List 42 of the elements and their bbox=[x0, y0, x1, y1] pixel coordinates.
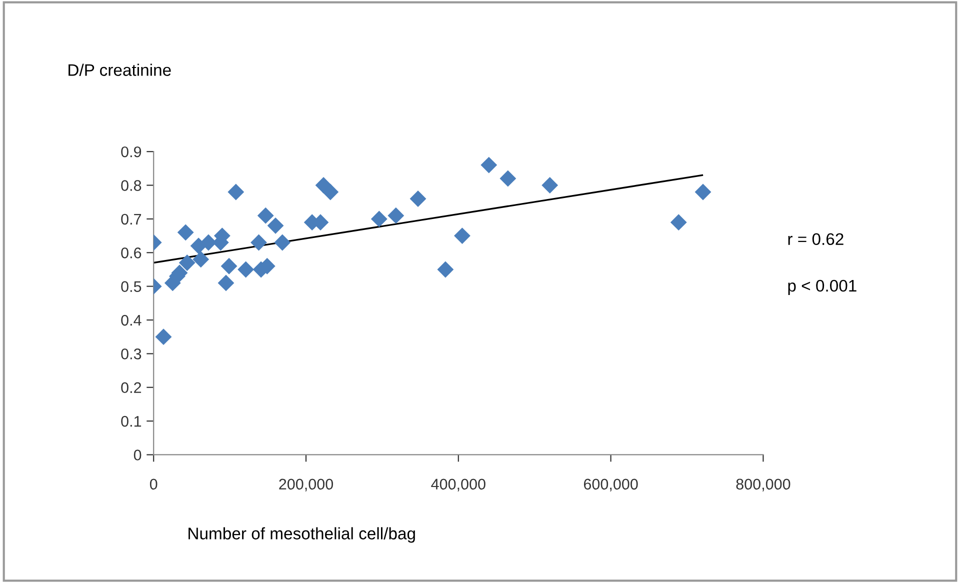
y-tick-label: 0.2 bbox=[121, 382, 142, 394]
y-axis-title: D/P creatinine bbox=[68, 64, 171, 76]
y-tick-label: 0 bbox=[134, 450, 142, 460]
x-tick-label: 400,000 bbox=[431, 478, 486, 492]
text: p < 0.001 bbox=[788, 280, 856, 295]
point bbox=[218, 274, 234, 292]
x-tick-label: 600,000 bbox=[584, 478, 638, 492]
point bbox=[220, 258, 238, 274]
point bbox=[480, 156, 498, 174]
y-tick-label: 0.6 bbox=[121, 248, 142, 258]
point bbox=[410, 190, 426, 207]
point bbox=[670, 214, 687, 231]
point bbox=[694, 184, 712, 200]
y-tick-label: 0.7 bbox=[121, 214, 142, 225]
point bbox=[454, 228, 470, 244]
x-axis-title: Number of mesothelial cell/bag bbox=[188, 527, 415, 543]
y-tick-label: 0.4 bbox=[121, 314, 142, 326]
point bbox=[257, 207, 274, 224]
x-tick-label: 0 bbox=[150, 478, 158, 490]
text: r = 0.62 bbox=[788, 233, 844, 246]
point bbox=[178, 254, 196, 271]
point bbox=[274, 234, 291, 251]
point bbox=[500, 170, 516, 187]
point bbox=[192, 251, 210, 268]
point bbox=[238, 261, 254, 278]
y-tick-label: 0.8 bbox=[121, 180, 142, 191]
y-tick-label: 0.9 bbox=[121, 146, 142, 158]
point bbox=[322, 184, 339, 200]
point bbox=[437, 261, 454, 278]
point bbox=[542, 177, 558, 194]
point bbox=[388, 207, 404, 224]
point bbox=[177, 224, 194, 241]
point bbox=[155, 328, 172, 346]
x-tick-label: 200,000 bbox=[279, 478, 334, 492]
y-tick-label: 0.1 bbox=[121, 416, 142, 427]
x-tick-label: 800,000 bbox=[736, 478, 790, 492]
point bbox=[228, 184, 244, 200]
y-tick-label: 0.5 bbox=[121, 281, 142, 292]
y-tick-label: 0.3 bbox=[121, 348, 142, 360]
point bbox=[267, 217, 284, 234]
point bbox=[370, 210, 388, 228]
point bbox=[250, 234, 267, 251]
